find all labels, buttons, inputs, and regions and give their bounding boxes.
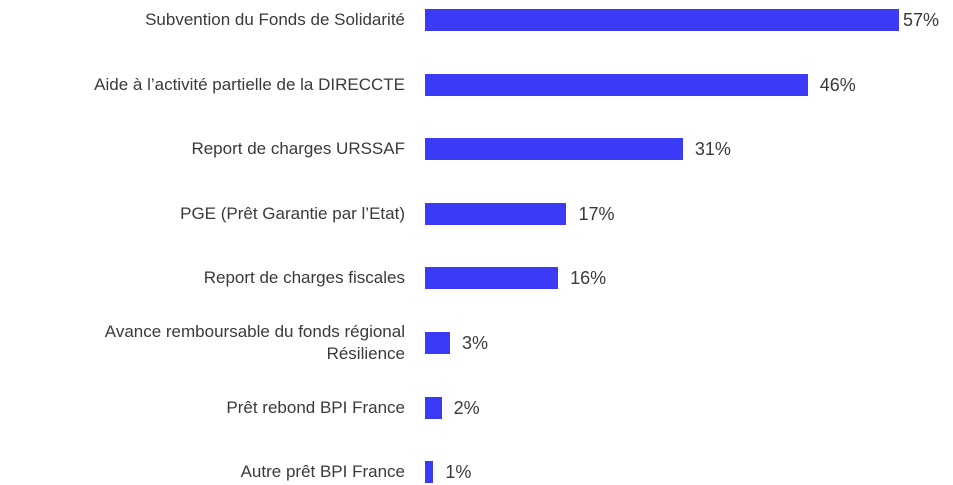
data-label: 17% xyxy=(578,203,615,224)
bar xyxy=(425,267,559,290)
data-label: 3% xyxy=(461,333,488,353)
data-label: 1% xyxy=(445,462,472,483)
category-label: Autre prêt BPI France xyxy=(240,462,405,482)
category-label: PGE (Prêt Garantie par l’Etat) xyxy=(180,203,405,223)
category-label: Prêt rebond BPI France xyxy=(226,397,405,417)
category-label: Report de charges URSSAF xyxy=(191,139,405,159)
bar xyxy=(425,202,567,225)
category-label: Report de charges fiscales xyxy=(203,268,405,288)
bar xyxy=(425,73,808,96)
data-label: 2% xyxy=(453,397,480,418)
data-label: 46% xyxy=(819,74,856,95)
category-label: Aide à l’activité partielle de la DIRECC… xyxy=(94,74,405,94)
data-label: 57% xyxy=(903,10,940,30)
data-label: 16% xyxy=(570,268,607,289)
data-label: 31% xyxy=(694,139,731,160)
bar xyxy=(425,461,434,484)
bar xyxy=(425,396,442,419)
category-label: Avance remboursable du fonds régional Ré… xyxy=(104,322,405,363)
bar xyxy=(425,332,450,354)
category-label: Subvention du Fonds de Solidarité xyxy=(145,10,405,29)
bar xyxy=(425,138,683,161)
bar xyxy=(425,9,900,31)
